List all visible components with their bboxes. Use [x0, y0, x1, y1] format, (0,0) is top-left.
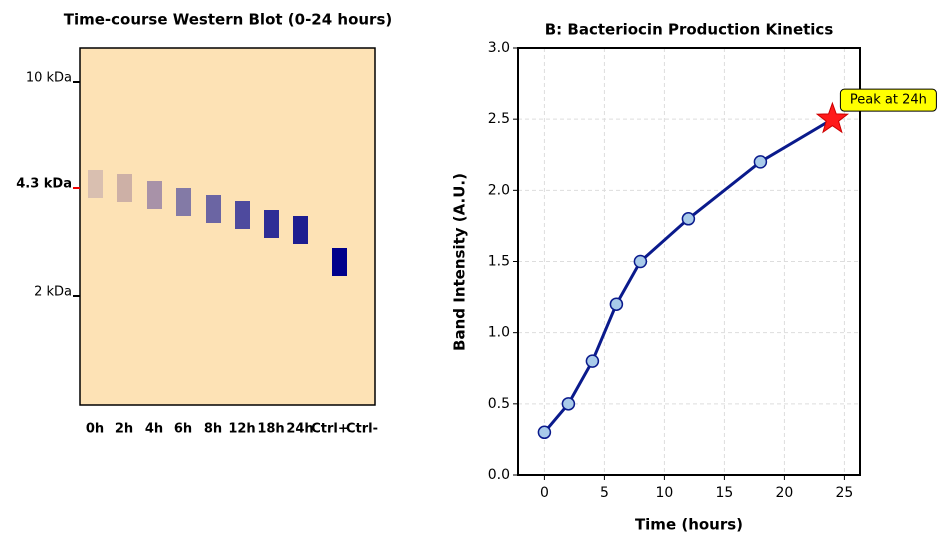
blot-title: Time-course Western Blot (0-24 hours) — [64, 11, 392, 29]
x-axis-label: Time (hours) — [635, 516, 743, 534]
annotation-text: Peak at 24h — [850, 93, 927, 108]
y-tick-label: 1.0 — [488, 325, 510, 341]
y-tick-label: 2.0 — [488, 182, 510, 198]
blot-band — [293, 216, 308, 244]
y-tick-label: 2.5 — [488, 111, 510, 127]
blot-band — [206, 195, 221, 223]
data-point — [754, 156, 766, 168]
lane-label: Ctrl- — [346, 422, 378, 437]
x-tick-label: 25 — [835, 485, 853, 501]
blot-band — [332, 248, 347, 276]
marker-label: 4.3 kDa — [16, 177, 72, 192]
blot-band — [264, 210, 279, 238]
y-tick-label: 3.0 — [488, 40, 510, 56]
x-tick-label: 10 — [655, 485, 673, 501]
x-tick-label: 20 — [775, 485, 793, 501]
y-tick-label: 0.0 — [488, 467, 510, 483]
chart-title: B: Bacteriocin Production Kinetics — [545, 21, 834, 39]
data-point — [586, 355, 598, 367]
data-point — [610, 298, 622, 310]
x-tick-label: 0 — [540, 485, 549, 501]
lane-label: 18h — [257, 422, 284, 437]
x-tick-label: 15 — [715, 485, 733, 501]
data-point — [562, 398, 574, 410]
lane-label: 8h — [204, 422, 222, 437]
y-axis-label: Band Intensity (A.U.) — [451, 173, 469, 351]
lane-label: 24h — [286, 422, 313, 437]
lane-label: Ctrl+ — [311, 422, 349, 437]
blot-band — [235, 201, 250, 229]
lane-label: 12h — [228, 422, 255, 437]
data-point — [682, 213, 694, 225]
blot-band — [88, 170, 103, 198]
lane-label: 2h — [115, 422, 133, 437]
figure: Time-course Western Blot (0-24 hours) B:… — [0, 0, 938, 535]
blot-band — [117, 174, 132, 202]
blot-band — [176, 188, 191, 216]
y-tick-label: 1.5 — [488, 254, 510, 270]
y-tick-label: 0.5 — [488, 396, 510, 412]
marker-label: 10 kDa — [26, 71, 72, 86]
lane-label: 6h — [174, 422, 192, 437]
data-line — [544, 119, 832, 432]
lane-label: 4h — [145, 422, 163, 437]
blot-membrane — [80, 48, 375, 405]
x-tick-label: 5 — [600, 485, 609, 501]
lane-label: 0h — [86, 422, 104, 437]
data-point — [634, 256, 646, 268]
marker-label: 2 kDa — [34, 285, 72, 300]
blot-band — [147, 181, 162, 209]
data-point — [538, 426, 550, 438]
